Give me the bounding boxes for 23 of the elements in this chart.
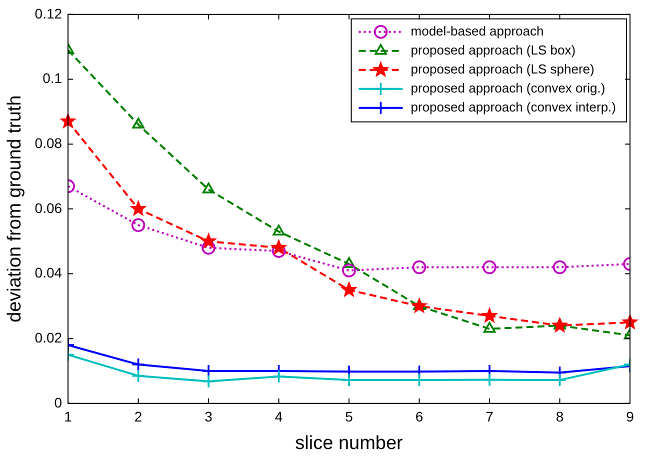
legend-label: proposed approach (convex interp.): [410, 99, 616, 114]
y-tick-label: 0: [54, 394, 62, 410]
legend-label: proposed approach (LS sphere): [410, 61, 594, 76]
y-tick-label: 0.06: [34, 200, 62, 216]
legend-label: model-based approach: [410, 23, 544, 38]
legend-label: proposed approach (convex orig.): [410, 80, 606, 96]
x-tick-label: 8: [556, 408, 564, 425]
y-tick-label: 0.04: [34, 264, 62, 281]
legend-label: proposed approach (LS box): [410, 42, 576, 58]
x-tick-label: 7: [486, 408, 494, 425]
y-tick-label: 0.08: [34, 134, 62, 151]
y-tick-label: 0.12: [34, 5, 62, 22]
x-tick-label: 4: [274, 408, 283, 425]
y-tick-label: 0.02: [34, 329, 62, 346]
x-tick-label: 2: [134, 408, 142, 425]
x-tick-label: 5: [345, 408, 354, 425]
y-axis-title: deviation from ground truth: [4, 95, 26, 322]
x-axis-title: slice number: [295, 432, 404, 454]
y-tick-label: 0.1: [42, 70, 62, 86]
x-tick-label: 3: [204, 408, 213, 425]
x-tick-label: 1: [64, 408, 72, 425]
x-tick-label: 6: [415, 408, 424, 425]
x-tick-label: 9: [626, 408, 634, 425]
